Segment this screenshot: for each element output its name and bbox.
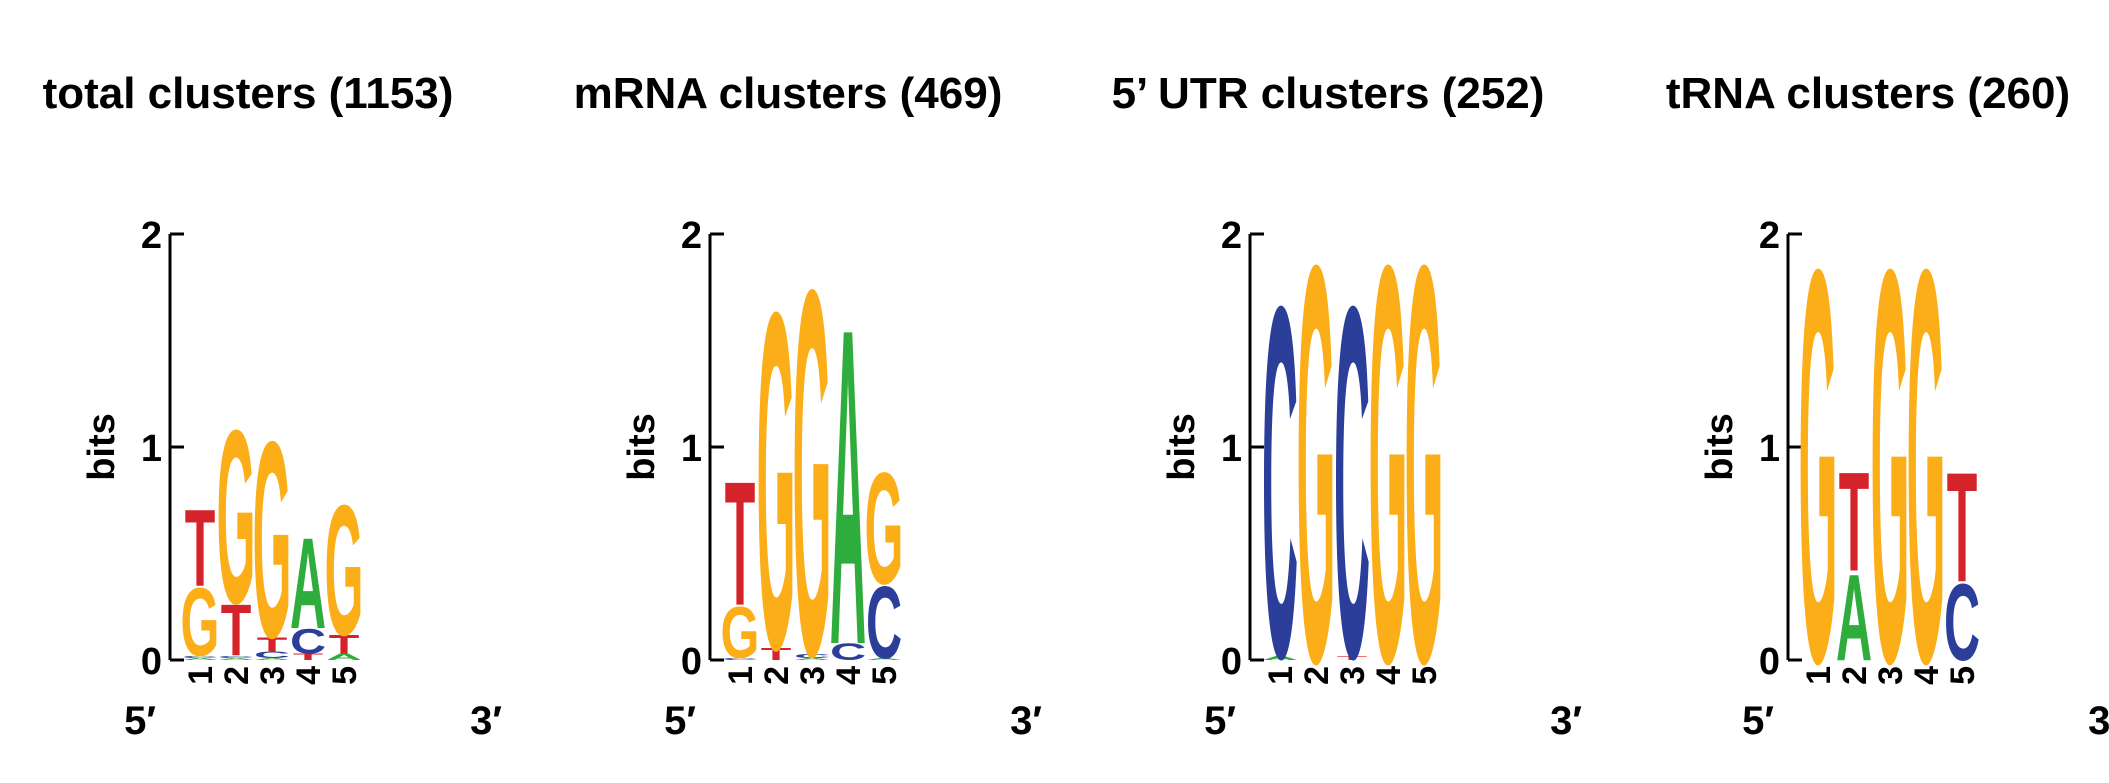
position-label: 4	[1908, 666, 1946, 685]
logo-letter-c: C	[866, 566, 902, 681]
logo-letter-a: A	[218, 657, 254, 660]
logo-letter-a: A	[182, 657, 218, 660]
logo-letter-t: T	[1839, 443, 1870, 602]
position-label: 3	[254, 666, 292, 685]
position-label: 4	[830, 666, 868, 685]
y-tick-label: 2	[1221, 215, 1242, 257]
position-label: 4	[1370, 666, 1408, 685]
logo-letter-a: A	[830, 235, 866, 740]
y-tick-label: 2	[141, 215, 162, 257]
logo-letter-a: A	[290, 511, 326, 656]
logo-letter-c: C	[218, 655, 254, 658]
logo-letter-g: G	[217, 378, 256, 655]
position-label: 5	[326, 666, 364, 685]
y-tick-label: 2	[1759, 215, 1780, 257]
position-label: 2	[1298, 666, 1336, 685]
logo-letter-g: G	[865, 440, 904, 618]
position-label: 5	[1944, 666, 1982, 685]
position-label: 3	[1334, 666, 1372, 685]
y-axis-label: bits	[1161, 413, 1203, 481]
logo-letter-t: T	[725, 444, 756, 643]
logo-panel-1: total clusters (1153)012bitsACGT1ACTG2AC…	[43, 69, 502, 743]
position-label: 5	[1406, 666, 1444, 685]
logo-letter-c: C	[1944, 561, 1980, 683]
position-label: 1	[182, 666, 220, 685]
logo-letter-g: G	[721, 592, 760, 674]
logo-letter-t: T	[293, 652, 324, 662]
position-label: 4	[290, 666, 328, 685]
logo-letter-t: T	[761, 644, 792, 664]
logo-letter-t: T	[1947, 440, 1978, 615]
position-label: 1	[1800, 666, 1838, 685]
y-axis-label: bits	[81, 413, 123, 481]
logo-letter-g: G	[1871, 154, 1910, 779]
logo-letter-t: T	[185, 486, 216, 608]
logo-letter-c: C	[182, 655, 218, 658]
three-prime-label: 3′	[470, 699, 502, 743]
y-tick-label: 0	[141, 641, 162, 683]
five-prime-label: 5′	[124, 699, 156, 743]
logo-letter-a: A	[794, 657, 830, 660]
logo-letter-a: A	[326, 652, 362, 662]
logo-letter-g: G	[757, 214, 796, 750]
three-prime-label: 3′	[2088, 699, 2109, 743]
three-prime-label: 3′	[1550, 699, 1582, 743]
five-prime-label: 5′	[1204, 699, 1236, 743]
position-label: 5	[866, 666, 904, 685]
logo-letter-a: A	[1262, 655, 1298, 662]
y-axis-label: bits	[1699, 413, 1741, 481]
y-tick-label: 1	[1759, 428, 1780, 470]
position-label: 3	[794, 666, 832, 685]
logo-letter-g: G	[181, 569, 220, 677]
panel-title: 5’ UTR clusters (252)	[1112, 69, 1545, 118]
panel-title: total clusters (1153)	[43, 69, 454, 118]
logo-panel-2: mRNA clusters (469)012bitsCGT1TG2ACG3CA4…	[574, 69, 1042, 765]
logo-letter-g: G	[1799, 154, 1838, 779]
y-tick-label: 0	[681, 641, 702, 683]
logo-letter-c: C	[830, 639, 866, 665]
five-prime-label: 5′	[664, 699, 696, 743]
y-tick-label: 2	[681, 215, 702, 257]
logo-letter-c: C	[290, 623, 326, 662]
position-label: 3	[1872, 666, 1910, 685]
logo-letter-c: C	[254, 650, 290, 660]
logo-letter-c: C	[794, 653, 830, 660]
three-prime-label: 3′	[1010, 699, 1042, 743]
logo-letter-t: T	[257, 633, 288, 656]
logo-letter-a: A	[254, 657, 290, 660]
logo-letter-t: T	[329, 630, 360, 659]
logo-letter-g: G	[325, 466, 364, 674]
y-tick-label: 0	[1759, 641, 1780, 683]
logo-letter-c: C	[722, 657, 758, 660]
position-label: 1	[722, 666, 760, 685]
logo-letter-a: A	[866, 657, 902, 660]
y-tick-label: 1	[681, 428, 702, 470]
logo-letter-a: A	[1836, 549, 1872, 688]
position-label: 2	[1836, 666, 1874, 685]
logo-letter-g: G	[793, 181, 832, 765]
logo-letter-c: C	[1262, 201, 1298, 762]
position-label: 2	[218, 666, 256, 685]
logo-letter-g: G	[253, 383, 292, 696]
logo-letter-t: T	[1337, 655, 1368, 662]
logo-letter-c: C	[1334, 201, 1370, 762]
panel-title: tRNA clusters (260)	[1666, 69, 2070, 118]
position-label: 2	[758, 666, 796, 685]
logo-letter-t: T	[221, 590, 252, 672]
y-tick-label: 0	[1221, 641, 1242, 683]
logo-panel-3: 5’ UTR clusters (252)012bitsAC1G2TC3G4G5…	[1112, 69, 1582, 781]
logo-letter-g: G	[1369, 149, 1408, 782]
panel-title: mRNA clusters (469)	[574, 69, 1003, 118]
logo-letter-g: G	[1297, 149, 1336, 782]
logo-letter-g: G	[1907, 154, 1946, 779]
y-tick-label: 1	[141, 428, 162, 470]
logo-letter-g: G	[1405, 149, 1444, 782]
five-prime-label: 5′	[1742, 699, 1774, 743]
y-axis-label: bits	[621, 413, 663, 481]
position-label: 1	[1262, 666, 1300, 685]
y-tick-label: 1	[1221, 428, 1242, 470]
